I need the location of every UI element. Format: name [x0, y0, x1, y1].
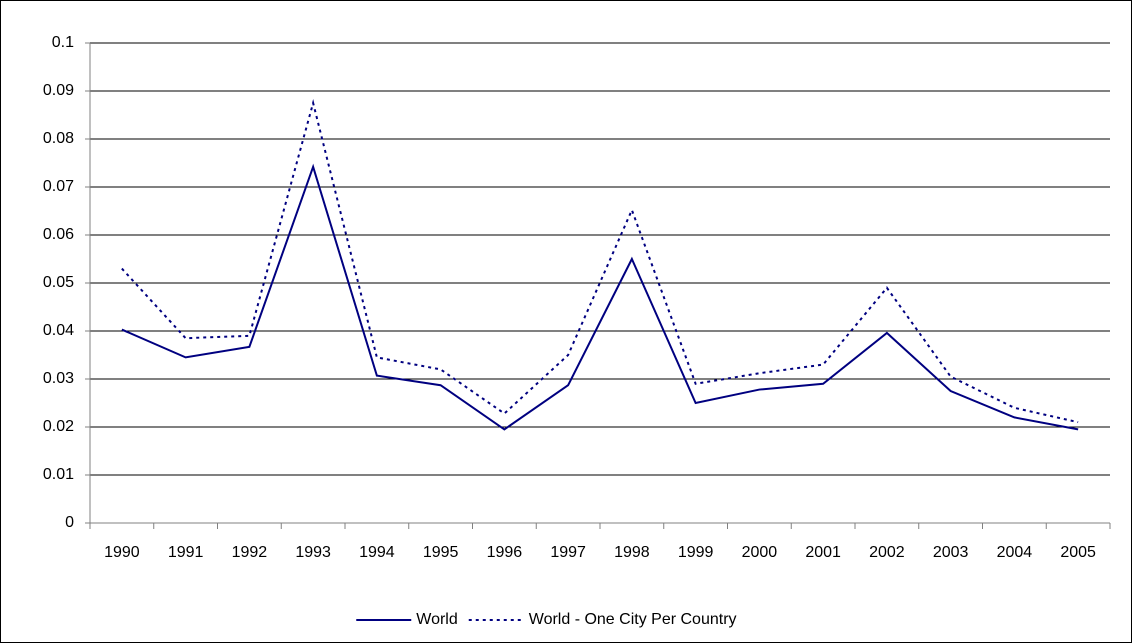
- x-tick-label: 1990: [104, 544, 140, 561]
- y-tick-label: 0.01: [43, 466, 74, 483]
- y-tick-label: 0.09: [43, 82, 74, 99]
- legend-label: World: [416, 611, 458, 628]
- x-tick-label: 1997: [550, 544, 586, 561]
- y-tick-label: 0.06: [43, 226, 74, 243]
- legend-label: World - One City Per Country: [529, 611, 737, 628]
- x-tick-label: 1992: [232, 544, 268, 561]
- x-tick-label: 2000: [742, 544, 778, 561]
- x-tick-label: 2001: [805, 544, 841, 561]
- x-tick-label: 1998: [614, 544, 650, 561]
- x-tick-label: 1991: [168, 544, 204, 561]
- y-tick-label: 0.05: [43, 274, 74, 291]
- x-tick-label: 1994: [359, 544, 395, 561]
- x-tick-label: 1996: [487, 544, 523, 561]
- x-tick-label: 2003: [933, 544, 969, 561]
- x-tick-label: 2002: [869, 544, 905, 561]
- y-tick-label: 0: [65, 514, 74, 531]
- y-tick-label: 0.1: [52, 34, 74, 51]
- x-tick-label: 1993: [295, 544, 331, 561]
- y-tick-label: 0.03: [43, 370, 74, 387]
- y-tick-label: 0.04: [43, 322, 74, 339]
- x-tick-label: 1999: [678, 544, 714, 561]
- x-tick-label: 2004: [997, 544, 1033, 561]
- y-tick-label: 0.07: [43, 178, 74, 195]
- y-tick-label: 0.02: [43, 418, 74, 435]
- x-tick-label: 1995: [423, 544, 459, 561]
- x-tick-label: 2005: [1060, 544, 1096, 561]
- series-line: [121, 163, 1079, 431]
- y-tick-label: 0.08: [43, 130, 74, 147]
